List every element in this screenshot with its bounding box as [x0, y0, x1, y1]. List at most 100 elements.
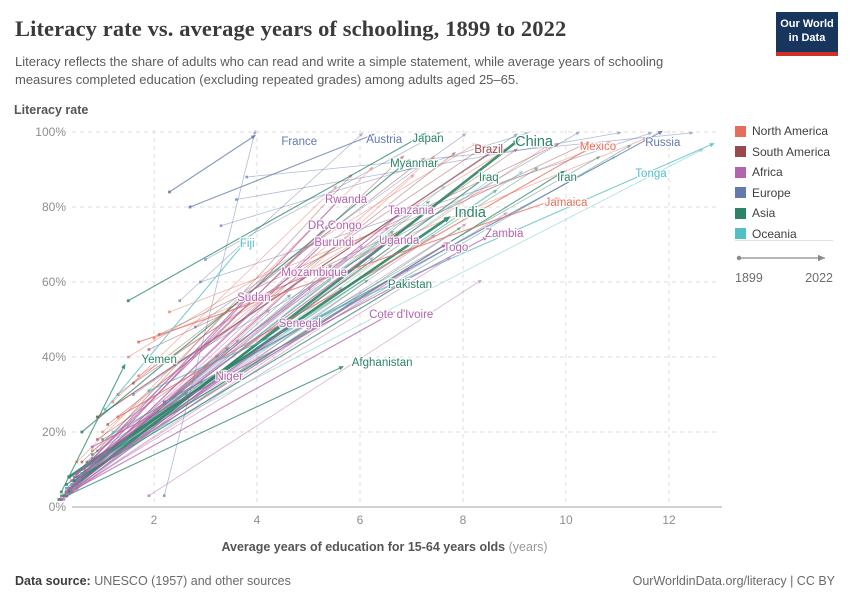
- trajectory-start-marker: [147, 494, 151, 498]
- legend-swatch-asia: [735, 207, 746, 219]
- legend-item-oceania[interactable]: Oceania: [735, 227, 845, 241]
- country-label-niger[interactable]: Niger: [214, 370, 244, 385]
- country-label-austria[interactable]: Austria: [365, 133, 404, 148]
- trajectory-start-marker: [62, 498, 66, 501]
- trajectory-start-marker: [96, 438, 99, 441]
- trajectory-start-marker: [83, 468, 86, 471]
- legend-item-africa[interactable]: Africa: [735, 165, 845, 179]
- trajectory-start-marker: [132, 393, 135, 396]
- legend-swatch-oceania: [735, 228, 746, 239]
- trajectory-line: [81, 180, 489, 474]
- trajectory-arrowhead: [534, 167, 539, 171]
- trajectory-arrowhead: [358, 132, 364, 138]
- trajectory-line: [220, 133, 525, 227]
- trajectory-start-marker: [65, 486, 68, 490]
- trajectory-arrowhead: [456, 227, 462, 231]
- country-label-yemen[interactable]: Yemen: [140, 353, 178, 368]
- legend-item-south_america[interactable]: South America: [735, 145, 845, 159]
- legend-item-north_america[interactable]: North America: [735, 124, 845, 138]
- country-label-jamaica[interactable]: Jamaica: [543, 196, 589, 211]
- country-label-myanmar[interactable]: Myanmar: [389, 157, 440, 172]
- trajectory-start-marker: [101, 438, 104, 441]
- trajectory-line: [174, 133, 577, 365]
- country-label-zambia[interactable]: Zambia: [484, 227, 525, 242]
- legend-item-asia[interactable]: Asia: [735, 206, 845, 220]
- country-label-tanzania[interactable]: Tanzania: [387, 204, 436, 219]
- trajectory-arrowhead: [436, 131, 441, 136]
- legend-item-europe[interactable]: Europe: [735, 186, 845, 200]
- legend-label-north_america: North America: [752, 124, 829, 138]
- trajectory-line-austria: [189, 135, 371, 208]
- country-label-cote-d-ivoire[interactable]: Cote d'Ivoire: [368, 308, 435, 323]
- trajectory-arrowhead: [410, 174, 415, 179]
- legend-swatch-africa: [735, 166, 746, 178]
- x-axis-title-unit: (years): [508, 540, 548, 554]
- trajectory-arrowhead: [239, 242, 245, 248]
- trajectory-line-jamaica: [138, 198, 556, 343]
- country-label-china[interactable]: China: [514, 133, 555, 152]
- trajectory-arrowhead: [709, 143, 715, 148]
- country-label-india[interactable]: India: [453, 204, 488, 223]
- country-label-iraq[interactable]: Iraq: [478, 171, 500, 186]
- country-label-burundi[interactable]: Burundi: [313, 236, 355, 251]
- country-label-dr-congo[interactable]: DR Congo: [307, 219, 363, 234]
- y-tick-label: 20%: [42, 425, 66, 439]
- trajectory-start-marker: [126, 355, 130, 359]
- trajectory-arrowhead: [596, 156, 601, 160]
- trajectory-arrowhead: [512, 138, 521, 146]
- owid-logo[interactable]: Our World in Data: [776, 12, 838, 56]
- x-tick-label: 10: [559, 513, 573, 527]
- country-label-mozambique[interactable]: Mozambique: [280, 266, 348, 281]
- trajectory-start-marker: [75, 486, 79, 490]
- trajectory-line: [68, 259, 448, 493]
- trajectory-arrowhead: [405, 205, 411, 211]
- country-label-mexico[interactable]: Mexico: [578, 140, 617, 155]
- trajectory-arrowhead: [647, 132, 653, 136]
- trajectory-arrowhead: [482, 175, 488, 181]
- country-label-japan[interactable]: Japan: [411, 132, 445, 147]
- country-label-afghanistan[interactable]: Afghanistan: [351, 356, 414, 371]
- trajectory-start-marker: [70, 483, 73, 486]
- country-label-fiji[interactable]: Fiji: [239, 237, 256, 252]
- country-label-senegal[interactable]: Senegal: [277, 317, 322, 332]
- trajectory-line-india: [68, 219, 446, 479]
- trajectory-arrowhead: [214, 376, 220, 382]
- owid-url-link[interactable]: OurWorldinData.org/literacy | CC BY: [632, 574, 835, 588]
- country-label-rwanda[interactable]: Rwanda: [324, 193, 369, 208]
- trajectory-arrowhead: [369, 133, 375, 138]
- country-label-tonga[interactable]: Tonga: [634, 167, 668, 182]
- trajectory-arrowhead: [322, 239, 328, 245]
- y-axis-title: Literacy rate: [14, 103, 89, 117]
- trajectory-start-marker: [199, 280, 202, 284]
- country-label-iran[interactable]: Iran: [556, 171, 578, 186]
- x-axis-title-main: Average years of education for 15-64 yea…: [221, 540, 506, 554]
- country-label-togo[interactable]: Togo: [442, 241, 469, 256]
- trajectory-arrowhead: [384, 226, 390, 231]
- trajectory-line-yemen: [60, 367, 124, 493]
- trajectory-arrowhead: [524, 132, 529, 136]
- trajectory-start-marker: [75, 471, 79, 475]
- trajectory-line-iraq: [66, 178, 484, 485]
- trajectory-start-marker: [111, 400, 115, 404]
- country-label-uganda[interactable]: Uganda: [378, 234, 421, 249]
- x-tick-label: 6: [357, 513, 364, 527]
- country-label-sudan[interactable]: Sudan: [236, 291, 272, 306]
- trajectory-start-marker: [90, 453, 94, 456]
- x-tick-label: 12: [662, 513, 676, 527]
- trajectory-arrowhead: [121, 363, 126, 370]
- country-label-pakistan[interactable]: Pakistan: [387, 278, 434, 293]
- country-label-russia[interactable]: Russia: [644, 136, 682, 151]
- trajectory-arrowhead: [333, 185, 338, 190]
- trajectory-arrowhead: [441, 185, 446, 190]
- country-label-brazil[interactable]: Brazil: [473, 143, 504, 158]
- trajectory-line-burundi: [68, 242, 325, 489]
- trajectory-arrowhead: [443, 216, 451, 223]
- trajectory-arrowhead: [657, 130, 664, 135]
- trajectory-arrowhead: [250, 134, 257, 140]
- trajectory-start-marker: [152, 336, 156, 340]
- x-tick-label: 4: [254, 513, 261, 527]
- trajectory-arrowhead: [327, 220, 333, 226]
- country-label-france[interactable]: France: [280, 135, 318, 150]
